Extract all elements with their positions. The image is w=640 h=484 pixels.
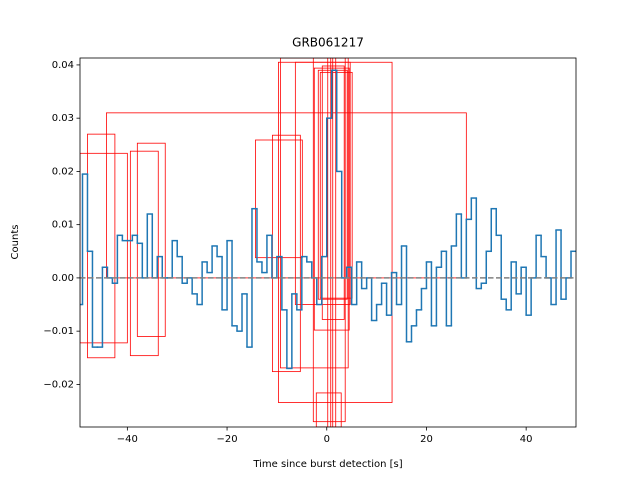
chart-title: GRB061217 (292, 36, 364, 50)
plot-area (80, 58, 576, 427)
x-tick-label: 40 (520, 434, 533, 445)
y-tick-label: 0.04 (52, 60, 74, 71)
block-box (136, 142, 166, 337)
axes: −40 −20 0 20 40 −0.02 −0.01 0.00 0.01 0.02 0.03 0.0… (43, 57, 577, 445)
x-tick-label: −40 (117, 434, 138, 445)
axes-frame (79, 57, 577, 428)
block-box (87, 133, 116, 359)
y-tick-label: 0.00 (52, 273, 74, 284)
block-box (255, 139, 303, 259)
block-box (313, 67, 350, 331)
y-tick-label: −0.02 (43, 379, 74, 390)
block-box (332, 58, 337, 427)
block-box (315, 392, 342, 427)
block-box (312, 58, 346, 423)
x-tick-label: −20 (217, 434, 238, 445)
block-box (279, 58, 349, 369)
block-box (106, 112, 467, 279)
step-connector (81, 70, 572, 369)
x-tick-label: 0 (324, 434, 330, 445)
x-tick-label: 20 (420, 434, 433, 445)
y-tick-label: 0.03 (52, 113, 74, 124)
block-box (129, 150, 159, 357)
block-box (294, 61, 351, 305)
block-box (327, 58, 332, 427)
x-axis-label: Time since burst detection [s] (252, 459, 402, 470)
y-tick-label: 0.02 (52, 166, 74, 177)
y-axis-label: Counts (10, 225, 21, 260)
y-tick-label: 0.01 (52, 220, 74, 231)
y-tick-label: −0.01 (43, 326, 74, 337)
block-box (321, 65, 345, 320)
block-box (80, 152, 128, 344)
